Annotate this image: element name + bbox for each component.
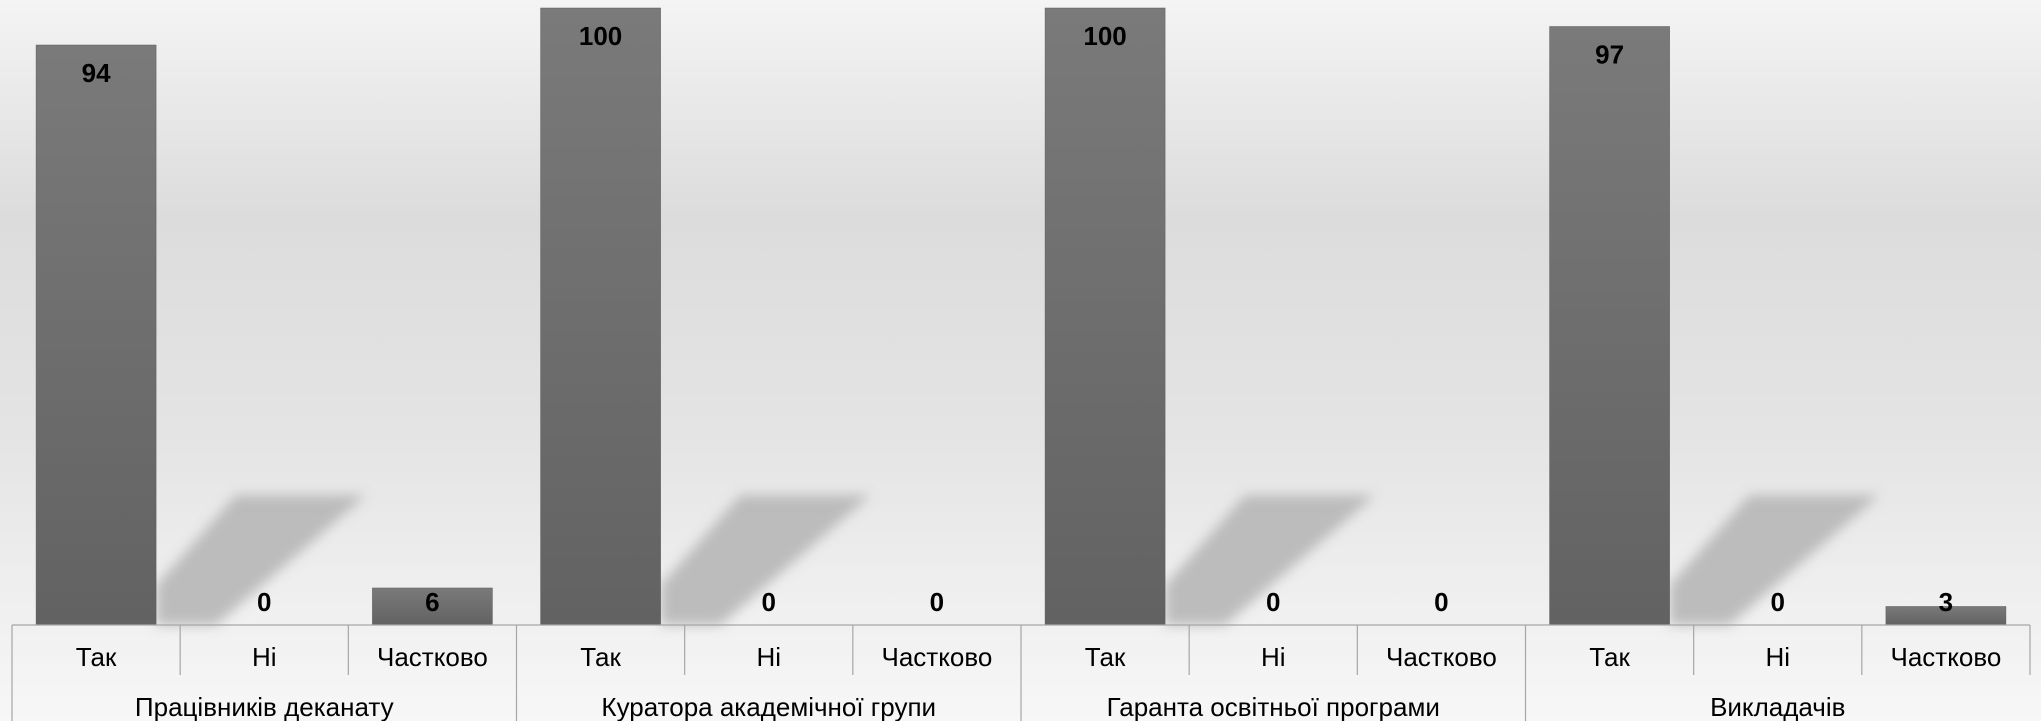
bar-shadow bbox=[1165, 495, 1376, 625]
category-label: Частково bbox=[882, 642, 993, 672]
data-label: 0 bbox=[1434, 587, 1448, 617]
category-label: Так bbox=[1589, 642, 1630, 672]
bar bbox=[372, 587, 493, 626]
group-label: Гаранта освітньої програми bbox=[1107, 692, 1440, 721]
data-label: 0 bbox=[1771, 587, 1785, 617]
data-label: 0 bbox=[257, 587, 271, 617]
data-label: 94 bbox=[82, 58, 111, 88]
category-axis: Так Ні Частково Працівників деканату Так Ні Ча… bbox=[11, 624, 2031, 721]
bars bbox=[35, 7, 2007, 626]
category-label: Так bbox=[76, 642, 117, 672]
data-label: 0 bbox=[762, 587, 776, 617]
bar-shadows bbox=[156, 495, 1880, 625]
category-label: Так bbox=[1085, 642, 1126, 672]
category-label: Ні bbox=[1261, 642, 1286, 672]
group-label: Викладачів bbox=[1710, 692, 1845, 721]
bar-shadow bbox=[1669, 495, 1880, 625]
data-label: 3 bbox=[1939, 587, 1953, 617]
category-label: Частково bbox=[377, 642, 488, 672]
group-label: Куратора академічної групи bbox=[601, 692, 936, 721]
category-label: Частково bbox=[1891, 642, 2002, 672]
category-label: Частково bbox=[1386, 642, 1497, 672]
bar bbox=[1044, 7, 1166, 626]
category-label: Ні bbox=[756, 642, 781, 672]
data-label: 0 bbox=[1266, 587, 1280, 617]
data-label: 0 bbox=[930, 587, 944, 617]
data-label: 97 bbox=[1595, 40, 1624, 70]
bar-shadow bbox=[156, 495, 367, 625]
category-label: Так bbox=[580, 642, 621, 672]
value-labels: 94 0 6 100 0 0 100 0 0 97 0 3 bbox=[82, 21, 1954, 617]
bar bbox=[1549, 26, 1670, 626]
category-label: Ні bbox=[1765, 642, 1790, 672]
bar bbox=[540, 7, 661, 626]
group-label: Працівників деканату bbox=[135, 692, 394, 721]
data-label: 100 bbox=[579, 21, 622, 51]
data-label: 6 bbox=[425, 587, 439, 617]
bar bbox=[35, 44, 157, 626]
data-label: 100 bbox=[1083, 21, 1126, 51]
category-label: Ні bbox=[252, 642, 277, 672]
bar-shadow bbox=[660, 495, 871, 625]
